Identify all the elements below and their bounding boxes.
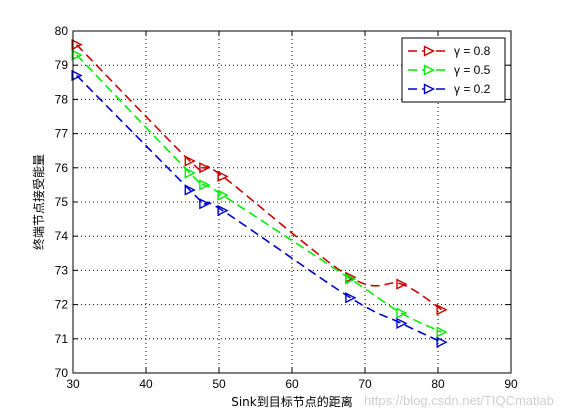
series-3 <box>71 69 448 348</box>
legend-box <box>401 37 506 103</box>
x-tick-label: 80 <box>431 377 445 391</box>
data-point-marker <box>436 304 448 316</box>
data-point-marker <box>345 273 357 285</box>
legend-marker <box>423 83 436 95</box>
y-axis-label: 终端节点接受能量 <box>31 154 46 250</box>
series-line <box>76 54 442 333</box>
series-line <box>76 74 442 343</box>
legend-item: γ = 0.8 <box>408 44 491 58</box>
legend-label: γ = 0.2 <box>454 82 491 96</box>
series-1 <box>71 39 448 316</box>
data-point-marker <box>199 179 211 191</box>
y-tick-label: 79 <box>55 58 69 72</box>
data-point-marker <box>71 69 83 82</box>
data-point-marker <box>217 204 229 217</box>
grid-lines <box>73 31 511 373</box>
x-tick-label: 50 <box>212 377 226 391</box>
y-tick-label: 76 <box>55 161 69 175</box>
data-point-marker <box>199 198 211 210</box>
data-point-marker <box>436 326 448 338</box>
legend-label: γ = 0.5 <box>454 63 491 77</box>
x-tick-label: 60 <box>285 377 299 391</box>
y-tick-label: 70 <box>55 366 69 380</box>
data-point-marker <box>345 292 357 304</box>
data-point-marker <box>396 317 408 330</box>
y-tick-label: 71 <box>55 332 69 346</box>
y-tick-label: 77 <box>55 127 69 141</box>
y-tick-label: 78 <box>55 92 69 106</box>
axis-ticks: 30 40 50 60 70 80 90 70 71 72 73 74 75 76 77 78 79 80 <box>55 24 518 391</box>
series-line <box>76 44 443 311</box>
x-tick-label: 30 <box>66 377 80 391</box>
legend-item: γ = 0.5 <box>408 63 491 77</box>
data-point-marker <box>217 170 229 182</box>
data-point-marker <box>396 307 408 319</box>
x-tick-label: 70 <box>358 377 372 391</box>
data-point-marker <box>396 278 408 290</box>
data-point-marker <box>71 49 83 61</box>
x-tick-label: 40 <box>139 377 153 391</box>
y-tick-label: 73 <box>55 263 69 277</box>
series-layer <box>71 39 448 348</box>
data-point-marker <box>71 39 83 51</box>
y-tick-label: 80 <box>55 24 69 38</box>
y-tick-label: 72 <box>55 298 69 312</box>
data-point-marker <box>199 162 211 174</box>
watermark-text: https://blog.csdn.net/TIQCmatlab <box>364 393 554 408</box>
legend-marker <box>423 64 436 76</box>
legend-label: γ = 0.8 <box>454 44 491 58</box>
x-axis-label: Sink到目标节点的距离 <box>231 394 353 409</box>
data-point-marker <box>184 155 196 167</box>
y-tick-label: 74 <box>55 229 69 243</box>
y-tick-label: 75 <box>55 195 69 209</box>
data-point-marker <box>436 336 448 348</box>
series-2 <box>71 49 448 338</box>
legend-item: γ = 0.2 <box>408 82 491 96</box>
x-tick-label: 90 <box>504 377 518 391</box>
legend: γ = 0.8 γ = 0.5 γ = 0.2 <box>401 37 506 103</box>
data-point-marker <box>217 189 229 201</box>
data-point-marker <box>184 167 196 179</box>
legend-marker <box>423 45 436 57</box>
data-point-marker <box>184 184 196 196</box>
